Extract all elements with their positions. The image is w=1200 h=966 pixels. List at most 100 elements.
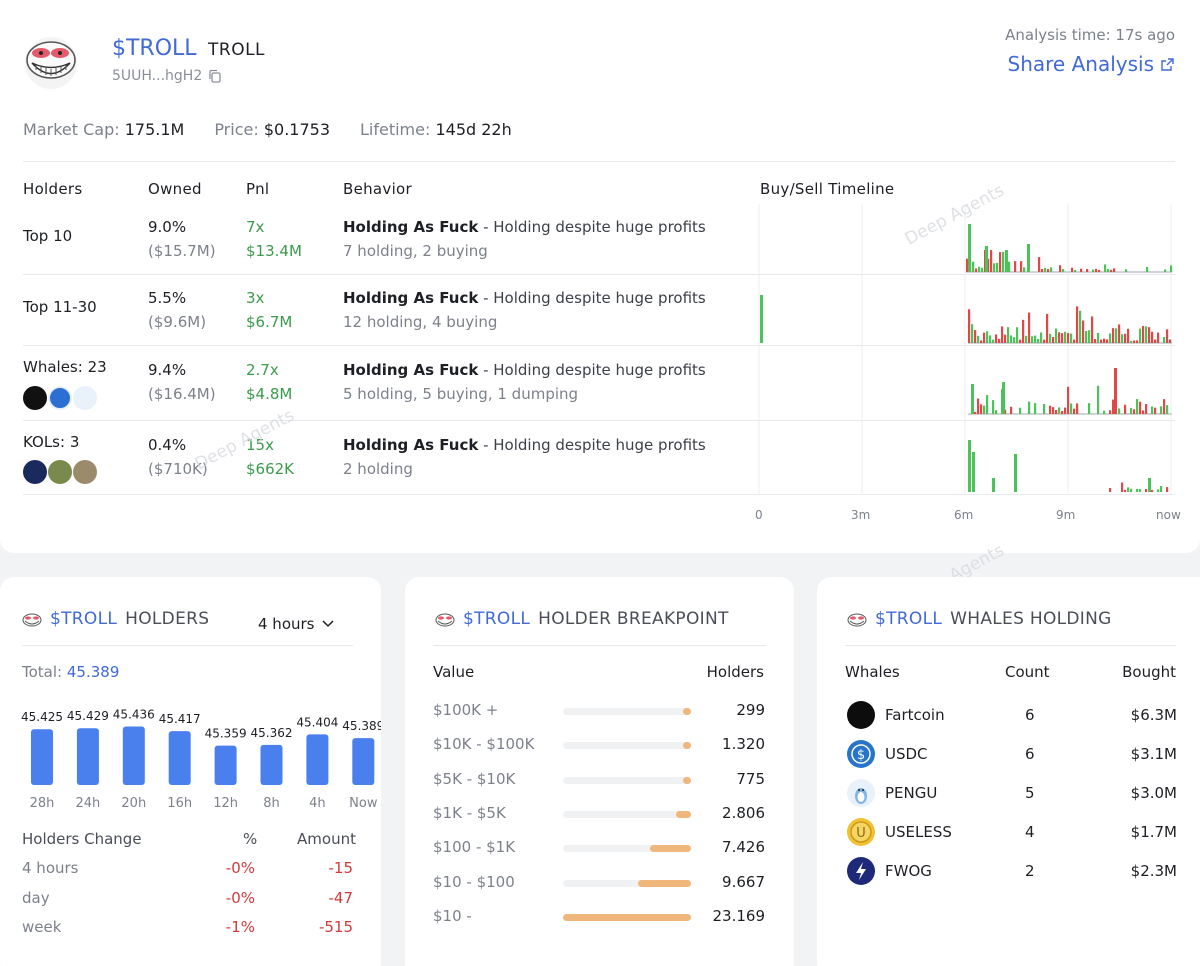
holders-bar-category: 28h <box>30 796 55 811</box>
col-header-timeline: Buy/Sell Timeline <box>760 180 895 198</box>
behavior-cell: Holding As Fuck - Holding despite huge p… <box>343 218 706 260</box>
timeline-bar <box>1130 488 1133 492</box>
svg-text:$: $ <box>857 748 865 763</box>
timeline-bar <box>1160 485 1163 492</box>
timeline-bar <box>1016 327 1019 343</box>
timeline-bar <box>1038 257 1041 272</box>
breakpoint-bar-fill <box>675 810 691 818</box>
holders-bar-label: 45.436 <box>113 707 155 721</box>
col-header-whales: Whales <box>845 663 900 681</box>
usdc-icon: $ <box>847 740 875 768</box>
timeline-bar <box>1110 269 1113 272</box>
timeline-bar <box>1127 328 1130 343</box>
timeline-bar <box>1151 406 1154 414</box>
timeline-bar <box>1034 335 1037 343</box>
timeline-bar <box>1104 264 1107 272</box>
timeline-bar <box>1028 401 1031 414</box>
fartcoin-avatar <box>23 386 47 410</box>
period-select[interactable]: 4 hours <box>258 615 335 633</box>
holders-bar-category: 20h <box>121 796 146 811</box>
holders-bar-label: 45.417 <box>159 712 201 726</box>
row-label-top11-30: Top 11-30 <box>23 298 97 316</box>
timeline-bar <box>989 335 992 343</box>
breakpoint-bar-track <box>563 810 691 818</box>
breakpoint-row: $100 - $1K 7.426 <box>433 838 765 858</box>
timeline-bar <box>1146 267 1149 272</box>
timeline-bar <box>1067 386 1070 414</box>
ticker-text: $TROLL <box>463 609 531 629</box>
share-analysis-label[interactable]: Share Analysis <box>1007 52 1154 76</box>
timeline-bar <box>1043 339 1046 343</box>
title-text: HOLDER BREAKPOINT <box>538 609 729 629</box>
timeline-bar <box>1014 261 1017 272</box>
timeline-spike <box>968 224 971 272</box>
token-analysis-card: $TROLL TROLL 5UUH...hgH2 Analysis time: … <box>0 0 1200 553</box>
timeline-bar <box>1028 312 1031 343</box>
breakpoint-bar-track <box>563 879 691 887</box>
useless-icon: U <box>847 818 875 846</box>
timeline-bar <box>977 398 980 414</box>
owned-cell: 9.4% ($16.4M) <box>148 361 216 403</box>
timeline-bar <box>1037 338 1040 343</box>
timeline-bar <box>1052 336 1055 343</box>
holders-bar <box>214 745 237 785</box>
copy-icon[interactable] <box>208 69 222 83</box>
row-label-whales: Whales: 23 <box>23 358 107 376</box>
holders-bar <box>168 731 191 785</box>
holders-bar-label: 45.389 <box>342 719 381 733</box>
timeline-bar <box>1112 328 1115 343</box>
timeline-bar <box>1136 488 1139 492</box>
usdc-avatar <box>48 386 72 410</box>
timeline-bar <box>1055 328 1058 343</box>
token-address-text: 5UUH...hgH2 <box>112 68 203 84</box>
timeline-bar <box>1023 267 1026 272</box>
timeline-bar <box>1088 330 1091 343</box>
timeline-bar <box>980 404 983 414</box>
breakpoint-row: $1K - $5K 2.806 <box>433 804 765 824</box>
timeline-bar <box>1080 268 1083 272</box>
timeline-bar <box>1085 331 1088 343</box>
share-analysis-link[interactable]: Share Analysis <box>1008 52 1175 76</box>
timeline-bar <box>975 268 978 272</box>
timeline-bar <box>1092 269 1095 272</box>
timeline-bar <box>983 405 986 414</box>
timeline-bar <box>1082 320 1085 343</box>
timeline-bar <box>1064 331 1067 343</box>
timeline-bar <box>980 340 983 343</box>
timeline-bar <box>1166 487 1169 492</box>
timeline-bar <box>1130 340 1133 343</box>
timeline-bar <box>1043 403 1046 414</box>
timeline-bar <box>1095 268 1098 272</box>
timeline-bar <box>1169 339 1172 343</box>
pnl-cell: 3x $6.7M <box>246 289 293 331</box>
breakpoint-holders-value: 7.426 <box>722 838 765 857</box>
fwog-icon <box>847 857 875 885</box>
breakpoint-holders-value: 23.169 <box>712 906 766 925</box>
period-select-value[interactable]: 4 hours <box>258 615 315 633</box>
breakpoint-bar-track <box>563 742 691 750</box>
holders-card-title: $TROLL HOLDERS <box>22 609 209 629</box>
timeline-bar <box>1034 403 1037 414</box>
timeline-bar <box>1130 407 1133 414</box>
whale-row-usdc[interactable]: $ USDC 6 $3.1M <box>847 740 1177 770</box>
whales-card-title: $TROLL WHALES HOLDING <box>847 609 1112 629</box>
timeline-bar <box>1109 488 1112 492</box>
breakpoint-range: $5K - $10K <box>433 769 516 788</box>
timeline-bar <box>1070 403 1073 414</box>
whale-row-fwog[interactable]: FWOG 2 $2.3M <box>847 857 1177 887</box>
timeline-bar <box>995 410 998 414</box>
timeline-bar <box>1118 408 1121 414</box>
timeline-tick: 0 <box>755 508 763 522</box>
timeline-bar <box>1062 269 1065 272</box>
timeline-bar <box>1067 333 1070 343</box>
timeline-bar <box>1073 339 1076 343</box>
analysis-time: Analysis time: 17s ago <box>1005 26 1175 44</box>
timeline-bar <box>1107 269 1110 272</box>
col-header-owned: Owned <box>148 180 202 198</box>
whale-row-fartcoin[interactable]: Fartcoin 6 $6.3M <box>847 701 1177 731</box>
pnl-cell: 15x $662K <box>246 436 295 478</box>
timeline-bar <box>1007 327 1010 343</box>
whale-row-pengu[interactable]: PENGU 5 $3.0M <box>847 779 1177 809</box>
timeline-bar <box>1115 328 1118 343</box>
whale-row-useless[interactable]: U USELESS 4 $1.7M <box>847 818 1177 848</box>
